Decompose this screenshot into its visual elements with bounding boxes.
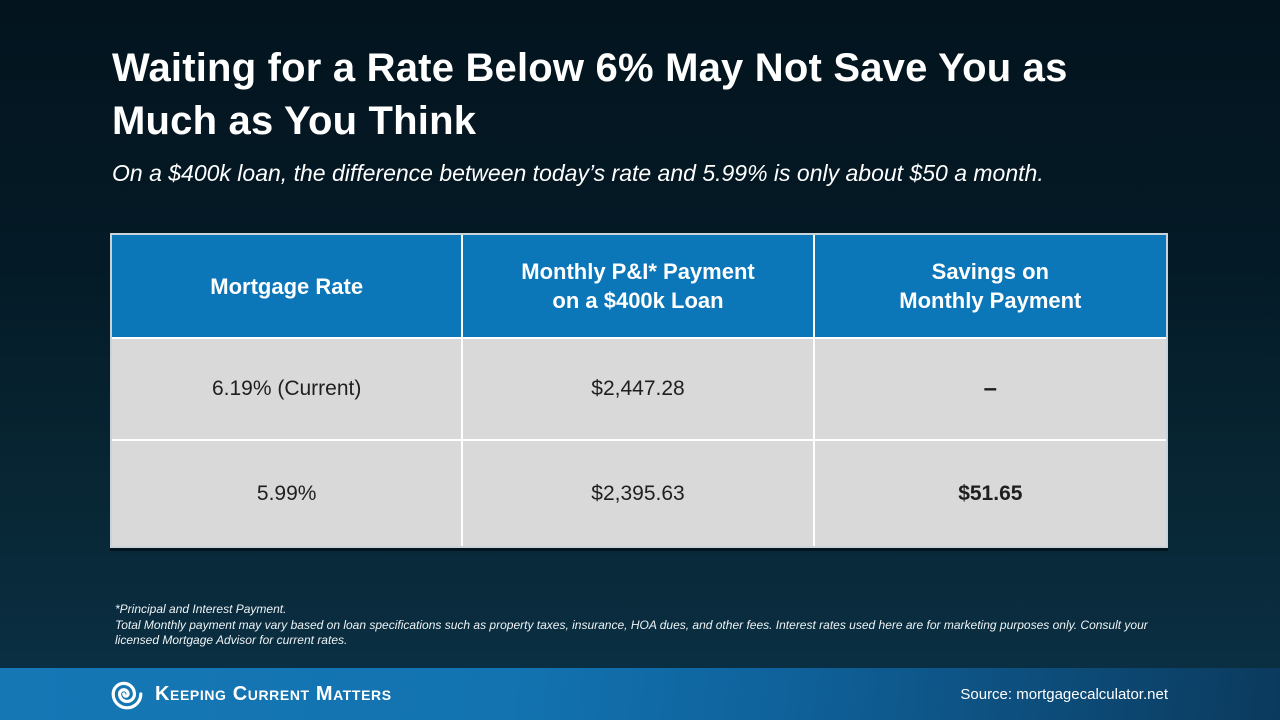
footnote-line-2: Total Monthly payment may vary based on …: [115, 617, 1148, 648]
mortgage-rate-table: Mortgage Rate Monthly P&I* Payment on a …: [110, 233, 1168, 548]
column-header-mortgage-rate: Mortgage Rate: [112, 235, 464, 339]
kcm-swirl-icon: [111, 681, 143, 710]
row2-payment-cell: $2,395.63: [463, 441, 815, 546]
source-text: Source: mortgagecalculator.net: [960, 685, 1168, 703]
column-header-monthly-payment: Monthly P&I* Payment on a $400k Loan: [463, 235, 815, 339]
footnote-line-1: *Principal and Interest Payment.: [115, 602, 287, 616]
row1-savings-cell: –: [814, 339, 1166, 441]
footnote: *Principal and Interest Payment. Total M…: [115, 602, 1170, 649]
page-title: Waiting for a Rate Below 6% May Not Save…: [112, 42, 1068, 148]
column-header-savings: Savings on Monthly Payment: [814, 235, 1166, 339]
page-title-line-1: Waiting for a Rate Below 6% May Not Save…: [112, 46, 1068, 90]
brand-logo: Keeping Current Matters: [110, 677, 392, 711]
footer-bar: Keeping Current Matters Source: mortgage…: [0, 668, 1280, 720]
brand-name: Keeping Current Matters: [155, 682, 392, 705]
row1-rate-cell: 6.19% (Current): [112, 339, 464, 441]
subtitle: On a $400k loan, the difference between …: [112, 160, 1044, 186]
page-title-line-2: Much as You Think: [112, 99, 477, 143]
row2-rate-cell: 5.99%: [112, 441, 464, 546]
row1-payment-cell: $2,447.28: [463, 339, 815, 441]
row2-savings-cell: $51.65: [814, 441, 1166, 546]
